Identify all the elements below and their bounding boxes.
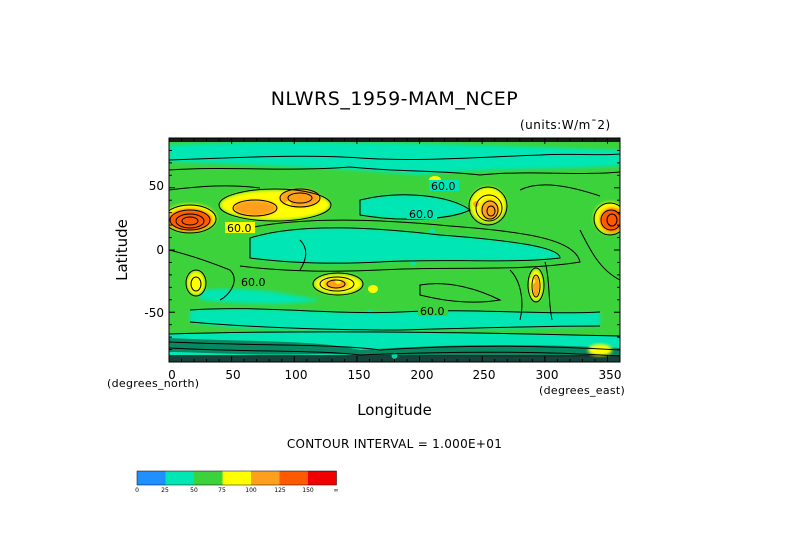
contour-label-layer: 60.0 60.0 60.0 60.0 60.0 bbox=[225, 180, 459, 318]
x-tick-label: 50 bbox=[225, 368, 241, 382]
x-tick-label: 100 bbox=[284, 368, 308, 382]
contour-label: 60.0 bbox=[420, 305, 445, 318]
y-tick-label: 0 bbox=[156, 243, 164, 257]
x-axis-label: Longitude bbox=[357, 401, 432, 419]
colorbar-swatch bbox=[194, 471, 223, 485]
colorbar-swatch bbox=[251, 471, 280, 485]
colorbar-swatch bbox=[279, 471, 308, 485]
x-unit-label: (degrees_east) bbox=[539, 384, 626, 397]
field-feature bbox=[391, 159, 398, 166]
colorbar-label: 0 bbox=[135, 487, 139, 494]
plot-area: 60.0 60.0 60.0 60.0 60.0 bbox=[169, 138, 620, 362]
colorbar-label: 100 bbox=[245, 487, 257, 494]
colorbar-label: ∞ bbox=[333, 487, 339, 494]
x-tick-label: 250 bbox=[472, 368, 496, 382]
colorbar-label: 150 bbox=[302, 487, 314, 494]
contour-label: 60.0 bbox=[241, 276, 266, 289]
field-feature bbox=[391, 352, 398, 359]
colorbar-swatch bbox=[222, 471, 251, 485]
y-tick-label: 50 bbox=[148, 179, 164, 193]
colorbar bbox=[136, 470, 337, 486]
y-tick-label: -50 bbox=[144, 306, 164, 320]
colorbar-label: 75 bbox=[218, 487, 226, 494]
field-feature bbox=[429, 228, 436, 235]
field-feature bbox=[241, 203, 248, 210]
x-tick-label: 350 bbox=[598, 368, 622, 382]
colorbar-label: 50 bbox=[190, 487, 198, 494]
x-tick-marks bbox=[168, 138, 621, 362]
colorbar-label: 125 bbox=[274, 487, 286, 494]
colorbar-frame bbox=[136, 470, 337, 486]
y-tick-marks bbox=[169, 137, 620, 363]
x-tick-label: 0 bbox=[168, 368, 176, 382]
colorbar-label: 25 bbox=[161, 487, 169, 494]
units-label: (units:W/m¯2) bbox=[520, 118, 611, 132]
colorbar-swatch bbox=[165, 471, 194, 485]
contour-label: 60.0 bbox=[409, 208, 434, 221]
field-feature bbox=[335, 278, 342, 285]
contour-label: 60.0 bbox=[431, 180, 456, 193]
contour-interval: CONTOUR INTERVAL = 1.000E+01 bbox=[286, 437, 503, 451]
x-tick-label: 300 bbox=[535, 368, 559, 382]
field-feature bbox=[416, 247, 423, 253]
x-tick-label: 200 bbox=[410, 368, 434, 382]
field-feature bbox=[291, 240, 298, 247]
contour-label: 60.0 bbox=[227, 222, 252, 235]
y-unit-label: (degrees_north) bbox=[107, 377, 200, 390]
x-tick-label: 150 bbox=[347, 368, 371, 382]
colorbar-swatch bbox=[308, 471, 337, 485]
colorbar-swatch bbox=[137, 471, 166, 485]
contour-lines bbox=[169, 153, 620, 357]
chart-title: NLWRS_1959-MAM_NCEP bbox=[270, 88, 519, 110]
